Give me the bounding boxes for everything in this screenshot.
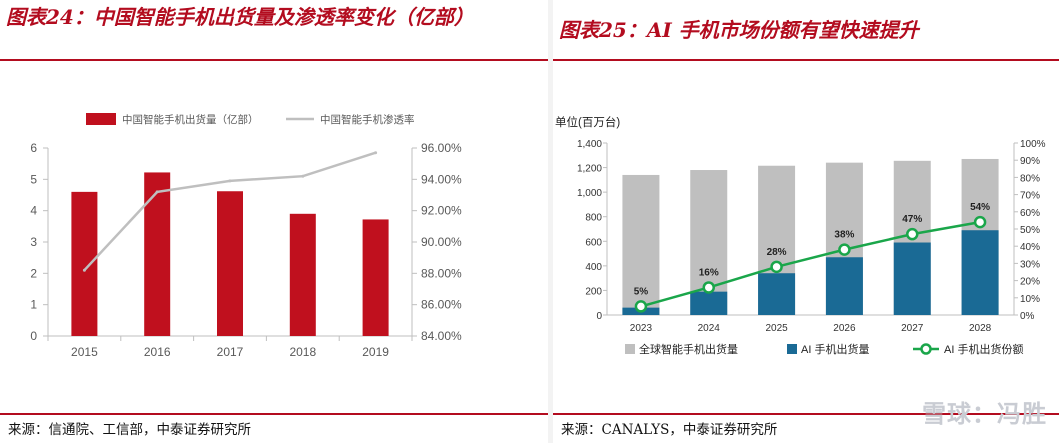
ai-share-point — [770, 260, 783, 274]
right-y-tick-label: 40% — [1020, 242, 1040, 253]
shipment-bar — [217, 191, 243, 336]
left-chart-title: 图表24：中国智能手机出货量及渗透率变化（亿部） — [6, 5, 474, 29]
right-y-tick-label: 84.00% — [421, 329, 462, 343]
watermark: 雪球：冯胜 — [922, 400, 1047, 428]
x-tick-label: 2026 — [833, 323, 856, 334]
ai-share-point — [634, 300, 648, 313]
right-y-tick-label: 0% — [1020, 311, 1035, 322]
ai-share-point — [973, 215, 987, 229]
legend-swatch-ai-share-marker — [920, 343, 932, 355]
legend-label-ai-share: AI 手机出货份额 — [944, 342, 1023, 356]
left-y-tick-label: 4 — [30, 204, 37, 218]
right-y-tick-label: 86.00% — [421, 298, 462, 312]
panel-divider — [548, 0, 553, 443]
right-y-tick-label: 100% — [1020, 139, 1046, 150]
shipment-bar — [144, 172, 171, 336]
ai-phone-share-chart: 单位(百万台) 0 200 400 600 800 1,000 1,200 1,400 0% 10%… — [555, 115, 1046, 356]
left-y-tick-label: 200 — [585, 286, 602, 297]
x-tick-label: 2017 — [217, 345, 244, 359]
left-y-tick-label: 400 — [585, 262, 602, 273]
shipment-penetration-chart: 中国智能手机出货量（亿部） 中国智能手机渗透率 0 1 2 3 4 5 6 84.00% 86.00… — [30, 113, 462, 359]
ai-shipment-bar — [893, 242, 931, 315]
right-y-tick-label: 30% — [1020, 259, 1040, 270]
right-source-rule — [553, 413, 1059, 415]
ai-share-data-label: 47% — [902, 214, 922, 225]
right-title-rule — [553, 59, 1059, 61]
right-chart-title: 图表25：AI 手机市场份额有望快速提升 — [559, 18, 919, 42]
right-y-tick-label: 10% — [1020, 294, 1040, 305]
x-tick-label: 2025 — [765, 323, 788, 334]
ai-shipment-bar — [825, 257, 863, 315]
left-y-tick-label: 0 — [596, 311, 602, 322]
left-y-tick-label: 1 — [30, 298, 37, 312]
left-chart-panel: 图表24：中国智能手机出货量及渗透率变化（亿部） 中国智能手机出货量（亿部） 中国… — [0, 5, 548, 438]
right-y-tick-label: 92.00% — [421, 204, 462, 218]
x-tick-label: 2015 — [71, 345, 98, 359]
legend-label-penetration: 中国智能手机渗透率 — [320, 113, 415, 126]
global-shipment-bar — [622, 174, 660, 315]
x-tick-label: 2028 — [969, 323, 992, 334]
x-tick-label: 2019 — [362, 345, 389, 359]
x-tick-label: 2023 — [630, 323, 653, 334]
right-y-tick-label: 50% — [1020, 225, 1040, 236]
penetration-point — [301, 174, 305, 178]
penetration-point — [155, 190, 159, 194]
right-y-tick-label: 70% — [1020, 191, 1040, 202]
penetration-point — [374, 151, 378, 155]
ai-shipment-bar — [758, 273, 796, 315]
right-y-tick-label: 88.00% — [421, 266, 462, 280]
shipment-bar — [362, 219, 389, 336]
ai-share-line — [640, 220, 981, 308]
left-y-tick-label: 6 — [30, 141, 37, 155]
legend-swatch-shipments — [86, 113, 116, 125]
right-y-tick-label: 96.00% — [421, 141, 462, 155]
x-tick-label: 2018 — [289, 345, 316, 359]
left-y-tick-label: 3 — [30, 235, 37, 249]
ai-share-data-label: 16% — [699, 267, 719, 278]
right-y-tick-label: 90% — [1020, 156, 1040, 167]
legend-swatch-ai-shipments — [787, 344, 797, 354]
left-source-note: 来源：信通院、工信部，中泰证券研究所 — [8, 422, 251, 438]
left-y-tick-label: 0 — [30, 329, 37, 343]
right-y-tick-label: 90.00% — [421, 235, 462, 249]
ai-share-point — [702, 281, 715, 294]
ai-share-data-label: 28% — [767, 247, 787, 258]
right-y-tick-label: 80% — [1020, 173, 1040, 184]
shipment-bar — [71, 191, 98, 336]
x-tick-label: 2027 — [901, 323, 924, 334]
legend-swatch-global — [625, 344, 635, 354]
left-y-tick-label: 1,200 — [577, 164, 602, 175]
right-source-note: 来源：CANALYS，中泰证券研究所 — [561, 422, 778, 438]
y-axis-unit-label: 单位(百万台) — [555, 115, 620, 129]
left-title-rule — [0, 59, 548, 61]
legend-label-shipments: 中国智能手机出货量（亿部） — [122, 113, 259, 126]
right-y-tick-label: 20% — [1020, 277, 1040, 288]
shipment-bar — [289, 213, 316, 336]
x-tick-label: 2024 — [698, 323, 721, 334]
left-y-tick-label: 1,400 — [577, 139, 602, 150]
ai-share-data-label: 5% — [634, 286, 649, 297]
ai-shipment-bar — [961, 230, 999, 315]
ai-shipment-bar — [690, 291, 728, 315]
ai-share-point — [838, 243, 851, 256]
ai-share-data-label: 54% — [970, 202, 990, 213]
right-chart-panel: 图表25：AI 手机市场份额有望快速提升 单位(百万台) 0 200 400 600 80… — [553, 0, 1059, 443]
penetration-point — [82, 268, 86, 272]
x-tick-label: 2016 — [144, 345, 171, 359]
legend-label-ai-shipments: AI 手机出货量 — [801, 342, 869, 356]
ai-share-point — [906, 227, 919, 241]
left-y-tick-label: 800 — [585, 213, 602, 224]
left-y-tick-label: 600 — [585, 237, 602, 248]
left-y-tick-label: 2 — [30, 266, 37, 280]
left-y-tick-label: 1,000 — [577, 188, 602, 199]
right-y-tick-label: 94.00% — [421, 172, 462, 186]
penetration-point — [228, 179, 232, 183]
left-source-rule — [0, 413, 548, 415]
right-y-tick-label: 60% — [1020, 208, 1040, 219]
legend-label-global: 全球智能手机出货量 — [639, 342, 738, 356]
ai-share-data-label: 38% — [834, 230, 854, 241]
left-y-tick-label: 5 — [30, 172, 37, 186]
